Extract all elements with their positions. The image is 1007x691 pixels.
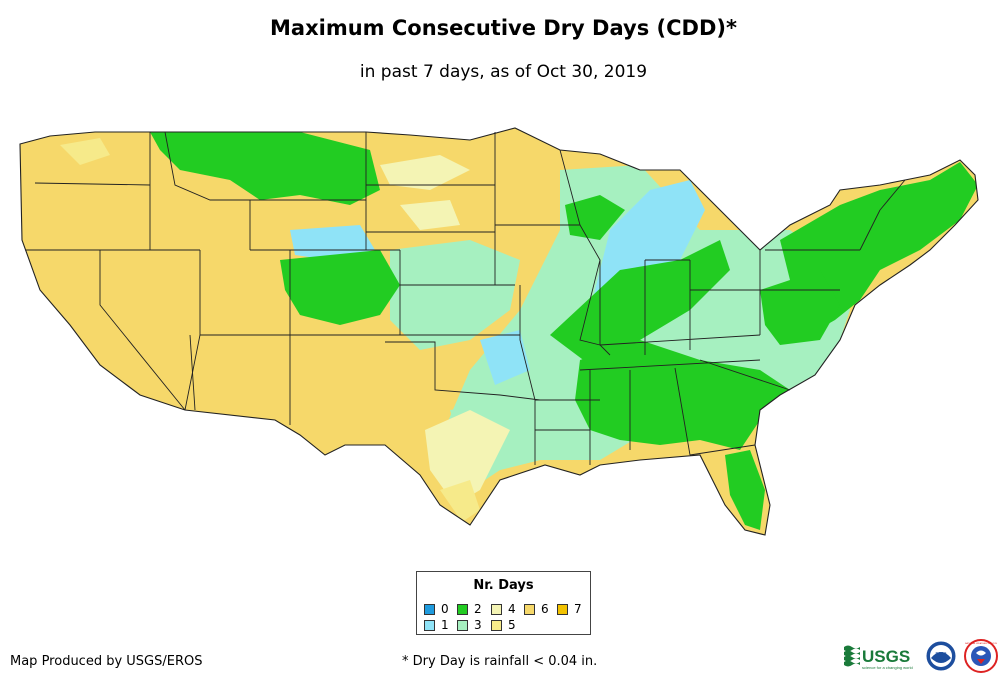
state-borders bbox=[19, 127, 979, 536]
legend-label-4: 4 bbox=[508, 602, 516, 616]
legend-swatch-1 bbox=[424, 619, 435, 631]
map-title: Maximum Consecutive Dry Days (CDD)* bbox=[270, 16, 737, 40]
map-subtitle: in past 7 days, as of Oct 30, 2019 bbox=[359, 62, 648, 82]
dry-day-footnote: * Dry Day is rainfall < 0.04 in. bbox=[402, 654, 598, 669]
legend-swatch-3 bbox=[457, 619, 468, 631]
legend-swatch-5 bbox=[491, 619, 502, 631]
legend-label-6: 6 bbox=[541, 602, 549, 616]
nws-logo: NATIONAL WEATHER SERVICE bbox=[964, 639, 998, 673]
usgs-logo-text: USGS bbox=[862, 647, 910, 666]
legend-label-0: 0 bbox=[441, 602, 449, 616]
zone-2-days-ohio-valley bbox=[550, 240, 730, 365]
noaa-logo: noaa bbox=[925, 640, 957, 672]
zone-5-days-gulf bbox=[440, 480, 480, 522]
zone-2-days-florida bbox=[725, 450, 765, 530]
zone-1-day-wyoming bbox=[290, 225, 375, 260]
legend-title: Nr. Days bbox=[473, 578, 534, 593]
cdd-map bbox=[19, 127, 979, 536]
usgs-logo-tagline: science for a changing world bbox=[862, 665, 913, 670]
legend-item-0: 0 bbox=[424, 602, 449, 616]
zone-2-days-colorado bbox=[280, 250, 400, 325]
zone-3-days-plains bbox=[390, 240, 520, 350]
legend-item-5: 5 bbox=[491, 618, 516, 632]
legend-item-4: 4 bbox=[491, 602, 516, 616]
legend-swatch-4 bbox=[491, 603, 502, 615]
legend-swatch-2 bbox=[457, 603, 468, 615]
legend-label-3: 3 bbox=[474, 618, 482, 632]
zone-2-days-wisconsin bbox=[565, 195, 625, 240]
zone-2-days-midatlantic bbox=[760, 270, 840, 345]
nws-logo-text: NATIONAL WEATHER SERVICE bbox=[965, 642, 998, 645]
legend-label-2: 2 bbox=[474, 602, 482, 616]
zone-5-days-pacific-nw bbox=[60, 138, 110, 165]
legend-item-1: 1 bbox=[424, 618, 449, 632]
legend-label-1: 1 bbox=[441, 618, 449, 632]
zone-1-day-mississippi bbox=[480, 330, 530, 385]
legend: Nr. Days 0 1 2 3 4 5 6 7 bbox=[416, 571, 591, 635]
legend-swatch-0 bbox=[424, 603, 435, 615]
zone-2-days-rockies bbox=[150, 132, 380, 205]
legend-item-7: 7 bbox=[557, 602, 582, 616]
map-credit: Map Produced by USGS/EROS bbox=[10, 654, 203, 669]
zone-4-days-texas bbox=[425, 410, 510, 505]
legend-swatch-6 bbox=[524, 603, 535, 615]
legend-label-5: 5 bbox=[508, 618, 516, 632]
legend-swatch-7 bbox=[557, 603, 568, 615]
zone-4-days-montana bbox=[400, 200, 460, 230]
legend-label-7: 7 bbox=[574, 602, 582, 616]
noaa-logo-text: noaa bbox=[935, 651, 946, 657]
legend-item-3: 3 bbox=[457, 618, 482, 632]
zone-4-days-dakota bbox=[380, 155, 470, 190]
usgs-logo: USGS science for a changing world bbox=[844, 645, 913, 670]
legend-item-6: 6 bbox=[524, 602, 549, 616]
legend-item-2: 2 bbox=[457, 602, 482, 616]
